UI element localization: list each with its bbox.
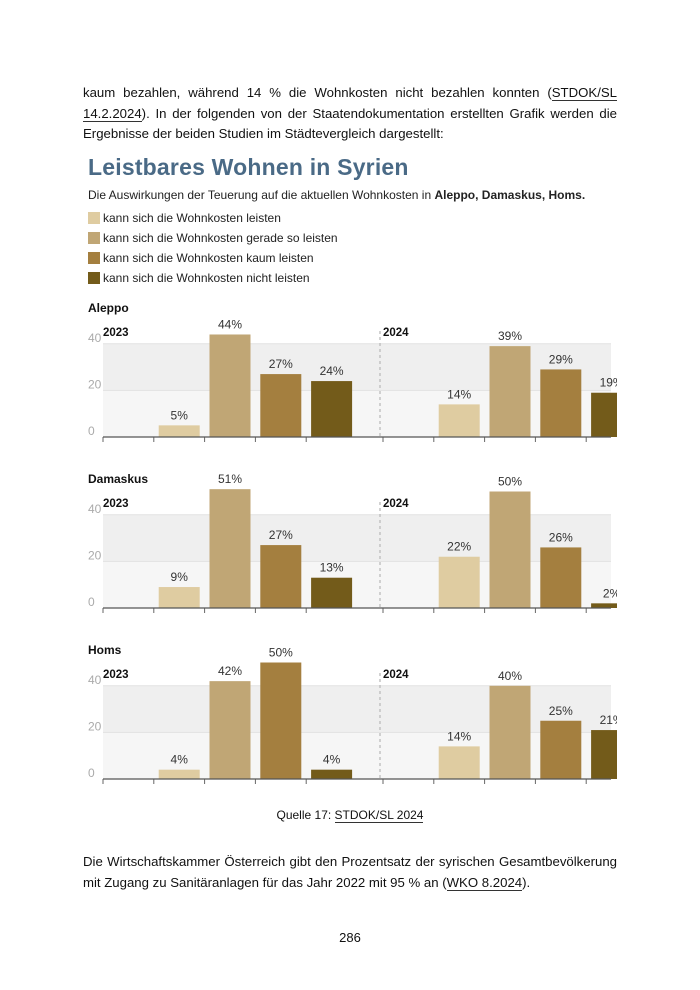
y-tick-label: 40 bbox=[88, 502, 102, 516]
city-label: Homs bbox=[88, 643, 122, 657]
bar-value-label: 50% bbox=[498, 475, 522, 489]
bar-value-label: 40% bbox=[498, 669, 522, 683]
y-tick-label: 20 bbox=[88, 719, 102, 733]
plot-band bbox=[103, 514, 611, 562]
figure-title: Leistbares Wohnen in Syrien bbox=[88, 154, 409, 180]
bar bbox=[438, 556, 480, 608]
bar-value-label: 14% bbox=[447, 387, 471, 401]
page-number: 286 bbox=[339, 930, 361, 945]
y-tick-label: 0 bbox=[88, 595, 95, 609]
figure-subtitle-cities: Aleppo, Damaskus, Homs. bbox=[434, 188, 586, 202]
bar-value-label: 44% bbox=[218, 317, 242, 331]
bar bbox=[209, 334, 251, 437]
bar-value-label: 13% bbox=[320, 561, 344, 575]
city-label: Aleppo bbox=[88, 301, 129, 315]
bar-value-label: 14% bbox=[447, 729, 471, 743]
source-link-wko-8-2024[interactable]: WKO 8.2024 bbox=[446, 874, 523, 891]
paragraph-top: kaum bezahlen, während 14 % die Wohnkost… bbox=[83, 83, 617, 145]
bar bbox=[260, 374, 302, 437]
bar bbox=[489, 685, 531, 779]
bar bbox=[591, 730, 617, 779]
figure-caption: Quelle 17: STDOK/SL 2024 bbox=[0, 808, 700, 823]
y-tick-label: 40 bbox=[88, 673, 102, 687]
year-label: 2024 bbox=[383, 669, 409, 681]
bar bbox=[311, 577, 353, 608]
bar-value-label: 19% bbox=[600, 376, 617, 390]
bar bbox=[540, 720, 582, 779]
bar-value-label: 4% bbox=[323, 753, 341, 767]
bar-value-label: 39% bbox=[498, 329, 522, 343]
bar bbox=[209, 681, 251, 779]
plot-band bbox=[103, 685, 611, 733]
bar bbox=[438, 746, 480, 779]
paragraph-bottom-text-1: Die Wirtschaftskammer Österreich gibt de… bbox=[83, 854, 617, 890]
bar bbox=[489, 346, 531, 437]
legend-swatch bbox=[88, 232, 100, 244]
bar bbox=[311, 769, 353, 779]
city-label: Damaskus bbox=[88, 472, 148, 486]
bar bbox=[209, 489, 251, 608]
bar bbox=[438, 404, 480, 437]
bar-value-label: 29% bbox=[549, 352, 573, 366]
legend-label: kann sich die Wohnkosten kaum leisten bbox=[103, 251, 314, 265]
caption-prefix: Quelle 17: bbox=[276, 808, 335, 822]
plot-band bbox=[103, 343, 611, 391]
source-link-stdok-2024[interactable]: STDOK/SL 2024 bbox=[334, 808, 424, 823]
bar bbox=[158, 769, 200, 779]
y-tick-label: 0 bbox=[88, 424, 95, 438]
bar-value-label: 4% bbox=[171, 753, 189, 767]
bar-value-label: 21% bbox=[600, 713, 617, 727]
bar bbox=[260, 545, 302, 608]
year-label: 2023 bbox=[103, 327, 129, 339]
bar bbox=[591, 603, 617, 608]
bar bbox=[591, 392, 617, 437]
bar-value-label: 9% bbox=[171, 570, 189, 584]
paragraph-top-text-2: ). In der folgenden von der Staatendokum… bbox=[83, 105, 617, 142]
paragraph-bottom: Die Wirtschaftskammer Österreich gibt de… bbox=[83, 852, 617, 893]
bar bbox=[540, 547, 582, 608]
bar-value-label: 27% bbox=[269, 528, 293, 542]
bar bbox=[260, 662, 302, 779]
figure-subtitle: Die Auswirkungen der Teuerung auf die ak… bbox=[88, 188, 585, 202]
bar-value-label: 5% bbox=[171, 408, 189, 422]
bar-value-label: 22% bbox=[447, 540, 471, 554]
bar bbox=[489, 491, 531, 608]
y-tick-label: 20 bbox=[88, 548, 102, 562]
legend-label: kann sich die Wohnkosten gerade so leist… bbox=[103, 231, 338, 245]
bar bbox=[540, 369, 582, 437]
year-label: 2023 bbox=[103, 498, 129, 510]
paragraph-bottom-text-2: ). bbox=[522, 874, 531, 890]
year-label: 2024 bbox=[383, 327, 409, 339]
bar-value-label: 27% bbox=[269, 357, 293, 371]
bar-value-label: 26% bbox=[549, 530, 573, 544]
year-label: 2023 bbox=[103, 669, 129, 681]
bar-value-label: 50% bbox=[269, 646, 293, 660]
source-link-stdok-14-2-2024[interactable]: STDOK/SL 14.2.2024 bbox=[83, 85, 617, 122]
y-tick-label: 40 bbox=[88, 331, 102, 345]
legend-swatch bbox=[88, 272, 100, 284]
legend-swatch bbox=[88, 252, 100, 264]
bar-value-label: 42% bbox=[218, 664, 242, 678]
legend-label: kann sich die Wohnkosten nicht leisten bbox=[103, 271, 310, 285]
legend-swatch bbox=[88, 212, 100, 224]
bar-value-label: 2% bbox=[603, 586, 617, 600]
legend-label: kann sich die Wohnkosten leisten bbox=[103, 211, 281, 225]
bar bbox=[158, 425, 200, 437]
bar bbox=[158, 587, 200, 608]
bar-value-label: 24% bbox=[320, 364, 344, 378]
year-label: 2024 bbox=[383, 498, 409, 510]
y-tick-label: 0 bbox=[88, 766, 95, 780]
bar-value-label: 51% bbox=[218, 472, 242, 486]
paragraph-top-text-1: kaum bezahlen, während 14 % die Wohnkost… bbox=[83, 85, 552, 100]
figure-subtitle-text: Die Auswirkungen der Teuerung auf die ak… bbox=[88, 188, 435, 202]
bar-value-label: 25% bbox=[549, 704, 573, 718]
figure-leistbares-wohnen: Leistbares Wohnen in Syrien Die Auswirku… bbox=[83, 148, 617, 798]
bar bbox=[311, 381, 353, 437]
y-tick-label: 20 bbox=[88, 377, 102, 391]
